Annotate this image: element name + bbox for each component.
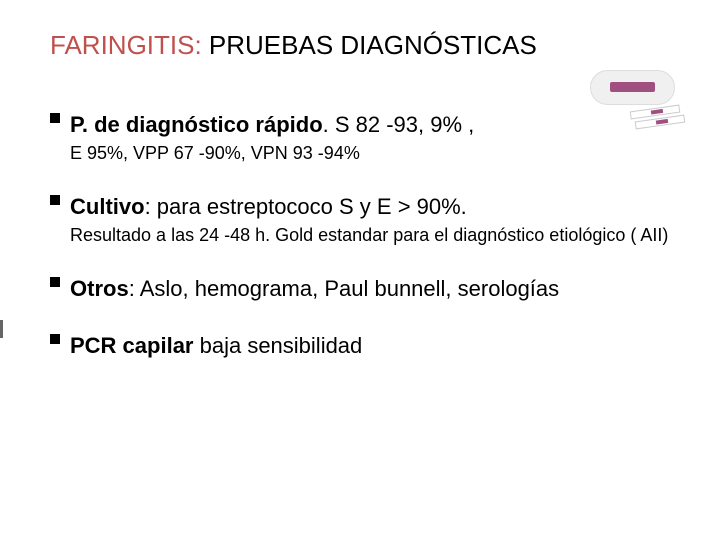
bullet-marker-icon [50, 277, 60, 287]
bullet-bold-lead: Otros [70, 276, 129, 301]
rapid-test-illustration [580, 60, 690, 130]
bullet-item: Cultivo: para estreptococo S y E > 90%. … [50, 193, 670, 247]
bullet-rest: : Aslo, hemograma, Paul bunnell, serolog… [129, 276, 559, 301]
bullet-bold-lead: PCR capilar [70, 333, 194, 358]
bullet-rest: . S 82 -93, 9% , [323, 112, 475, 137]
bullet-marker-icon [50, 113, 60, 123]
edge-artifact [0, 320, 3, 338]
title-black-part: PRUEBAS DIAGNÓSTICAS [202, 30, 537, 60]
bullet-sub-line: Resultado a las 24 -48 h. Gold estandar … [70, 224, 670, 247]
bullet-sub-line: E 95%, VPP 67 -90%, VPN 93 -94% [70, 142, 670, 165]
bullet-main-line: Otros: Aslo, hemograma, Paul bunnell, se… [70, 275, 670, 304]
bullet-marker-icon [50, 195, 60, 205]
title-red-part: FARINGITIS: [50, 30, 202, 60]
bullet-rest: baja sensibilidad [194, 333, 363, 358]
bullet-marker-icon [50, 334, 60, 344]
bullet-item: P. de diagnóstico rápido. S 82 -93, 9% ,… [50, 111, 670, 165]
strip-mark-icon [651, 109, 663, 115]
test-device-slot-icon [610, 82, 655, 92]
bullet-bold-lead: P. de diagnóstico rápido [70, 112, 323, 137]
bullet-bold-lead: Cultivo [70, 194, 145, 219]
bullet-item: PCR capilar baja sensibilidad [50, 332, 670, 361]
bullet-main-line: PCR capilar baja sensibilidad [70, 332, 670, 361]
bullet-rest: : para estreptococo S y E > 90%. [145, 194, 467, 219]
bullet-item: Otros: Aslo, hemograma, Paul bunnell, se… [50, 275, 670, 304]
slide-title: FARINGITIS: PRUEBAS DIAGNÓSTICAS [50, 30, 670, 61]
strip-mark-icon [656, 119, 668, 125]
bullet-main-line: Cultivo: para estreptococo S y E > 90%. [70, 193, 670, 222]
